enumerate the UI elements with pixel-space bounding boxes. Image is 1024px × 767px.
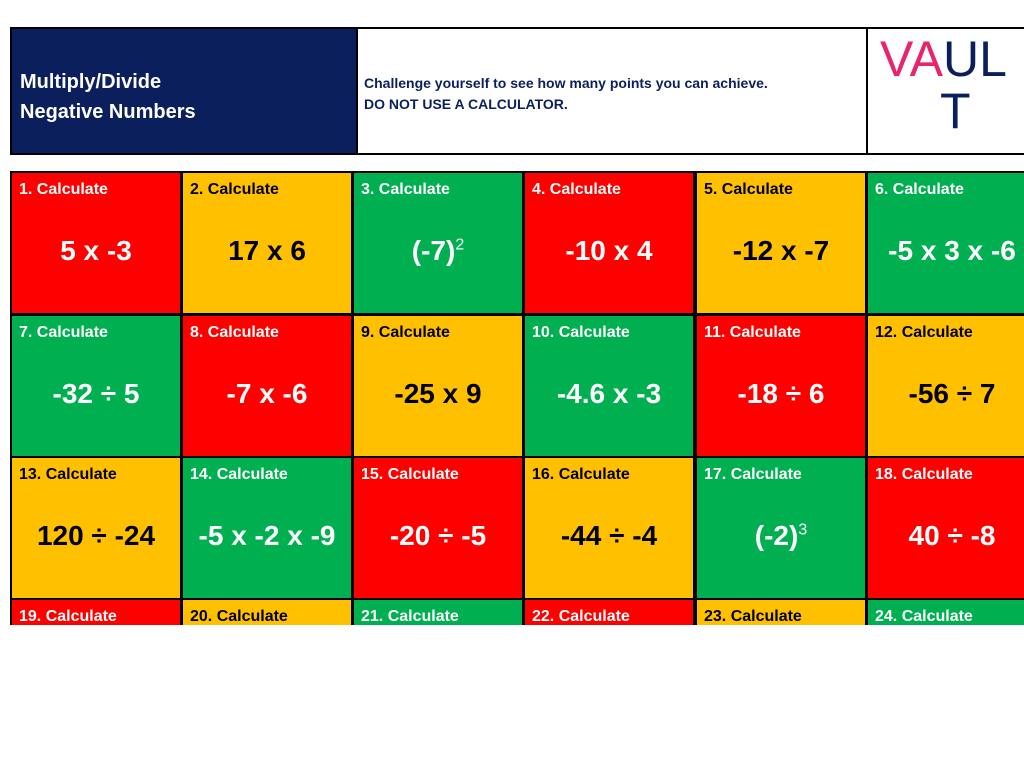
expression-text: -56 ÷ 7 <box>908 378 996 409</box>
expression-text: -5 x 3 x -6 <box>888 235 1016 266</box>
question-cell: 10. Calculate -4.6 x -3 <box>525 316 693 456</box>
question-label: 11. Calculate <box>704 324 801 341</box>
question-expression: -44 ÷ -4 <box>525 520 693 552</box>
description-line: DO NOT USE A CALCULATOR. <box>364 96 568 112</box>
description: Challenge yourself to see how many point… <box>358 29 868 153</box>
question-cell: 19. Calculate <box>12 600 180 625</box>
question-label: 15. Calculate <box>361 466 459 483</box>
question-cell: 14. Calculate -5 x -2 x -9 <box>183 458 351 598</box>
question-expression: 5 x -3 <box>12 235 180 267</box>
question-label: 22. Calculate <box>532 608 630 625</box>
question-cell: 23. Calculate <box>697 600 865 625</box>
expression-text: 40 ÷ -8 <box>908 520 996 551</box>
question-cell: 11. Calculate -18 ÷ 6 <box>697 316 865 456</box>
question-cell: 18. Calculate 40 ÷ -8 <box>868 458 1024 598</box>
description-line: Challenge yourself to see how many point… <box>364 75 768 91</box>
question-label: 1. Calculate <box>19 181 108 198</box>
question-label: 9. Calculate <box>361 324 450 341</box>
question-label: 24. Calculate <box>875 608 973 625</box>
expression-text: -5 x -2 x -9 <box>198 520 336 551</box>
question-label: 13. Calculate <box>19 466 117 483</box>
question-label: 20. Calculate <box>190 608 288 625</box>
worksheet-title: Multiply/Divide Negative Numbers <box>12 29 358 153</box>
question-cell: 20. Calculate <box>183 600 351 625</box>
question-expression: 40 ÷ -8 <box>868 520 1024 552</box>
question-expression: (-7)2 <box>354 235 522 267</box>
question-expression: -4.6 x -3 <box>525 378 693 410</box>
question-label: 18. Calculate <box>875 466 973 483</box>
question-expression: -56 ÷ 7 <box>868 378 1024 410</box>
expression-text: (-2) <box>754 520 799 551</box>
question-label: 7. Calculate <box>19 324 108 341</box>
question-label: 21. Calculate <box>361 608 459 625</box>
expression-text: (-7) <box>411 235 456 266</box>
question-label: 17. Calculate <box>704 466 802 483</box>
question-cell: 4. Calculate -10 x 4 <box>525 173 693 313</box>
question-label: 16. Calculate <box>532 466 630 483</box>
question-grid: 1. Calculate 5 x -3 2. Calculate 17 x 6 3. C… <box>10 171 1024 625</box>
title-line: Negative Numbers <box>20 101 196 123</box>
question-cell: 6. Calculate -5 x 3 x -6 <box>868 173 1024 313</box>
question-expression: -25 x 9 <box>354 378 522 410</box>
question-label: 12. Calculate <box>875 324 973 341</box>
expression-text: -4.6 x -3 <box>556 378 662 409</box>
exponent: 3 <box>798 521 808 539</box>
question-cell: 22. Calculate <box>525 600 693 625</box>
expression-text: -20 ÷ -5 <box>389 520 487 551</box>
question-expression: -5 x -2 x -9 <box>183 520 351 552</box>
question-label: 10. Calculate <box>532 324 630 341</box>
question-expression: -7 x -6 <box>183 378 351 410</box>
logo-part: UL <box>943 31 1007 87</box>
question-cell: 15. Calculate -20 ÷ -5 <box>354 458 522 598</box>
question-label: 8. Calculate <box>190 324 279 341</box>
question-expression: -32 ÷ 5 <box>12 378 180 410</box>
title-line: Multiply/Divide <box>20 71 162 93</box>
expression-text: -7 x -6 <box>226 378 308 409</box>
question-expression: -12 x -7 <box>697 235 865 267</box>
question-label: 6. Calculate <box>875 181 964 198</box>
question-cell: 8. Calculate -7 x -6 <box>183 316 351 456</box>
question-cell: 7. Calculate -32 ÷ 5 <box>12 316 180 456</box>
question-cell: 16. Calculate -44 ÷ -4 <box>525 458 693 598</box>
expression-text: -12 x -7 <box>732 235 830 266</box>
expression-text: 5 x -3 <box>60 235 132 266</box>
question-label: 14. Calculate <box>190 466 288 483</box>
expression-text: 120 ÷ -24 <box>36 520 156 551</box>
question-cell: 13. Calculate 120 ÷ -24 <box>12 458 180 598</box>
question-expression: -18 ÷ 6 <box>697 378 865 410</box>
question-expression: -20 ÷ -5 <box>354 520 522 552</box>
question-cell: 12. Calculate -56 ÷ 7 <box>868 316 1024 456</box>
question-cell: 2. Calculate 17 x 6 <box>183 173 351 313</box>
question-label: 19. Calculate <box>19 608 117 625</box>
question-cell: 24. Calculate <box>868 600 1024 625</box>
question-expression: 17 x 6 <box>183 235 351 267</box>
question-cell: 1. Calculate 5 x -3 <box>12 173 180 313</box>
expression-text: -25 x 9 <box>394 378 482 409</box>
question-expression: 120 ÷ -24 <box>12 520 180 552</box>
question-cell: 9. Calculate -25 x 9 <box>354 316 522 456</box>
question-label: 5. Calculate <box>704 181 793 198</box>
question-label: 4. Calculate <box>532 181 621 198</box>
question-label: 2. Calculate <box>190 181 279 198</box>
exponent: 2 <box>455 236 465 254</box>
question-label: 23. Calculate <box>704 608 802 625</box>
logo-part: VA <box>880 31 943 87</box>
question-expression: -10 x 4 <box>525 235 693 267</box>
expression-text: -44 ÷ -4 <box>560 520 658 551</box>
logo: VAUL T <box>868 29 1024 153</box>
question-label: 3. Calculate <box>361 181 450 198</box>
expression-text: -18 ÷ 6 <box>737 378 825 409</box>
expression-text: -10 x 4 <box>565 235 653 266</box>
question-cell: 17. Calculate (-2)3 <box>697 458 865 598</box>
question-cell: 5. Calculate -12 x -7 <box>697 173 865 313</box>
expression-text: 17 x 6 <box>228 235 306 266</box>
question-cell: 3. Calculate (-7)2 <box>354 173 522 313</box>
question-expression: (-2)3 <box>697 520 865 552</box>
logo-part: T <box>940 83 971 139</box>
expression-text: -32 ÷ 5 <box>52 378 140 409</box>
question-cell: 21. Calculate <box>354 600 522 625</box>
header: Multiply/Divide Negative Numbers Challen… <box>10 27 1024 155</box>
question-expression: -5 x 3 x -6 <box>868 235 1024 267</box>
